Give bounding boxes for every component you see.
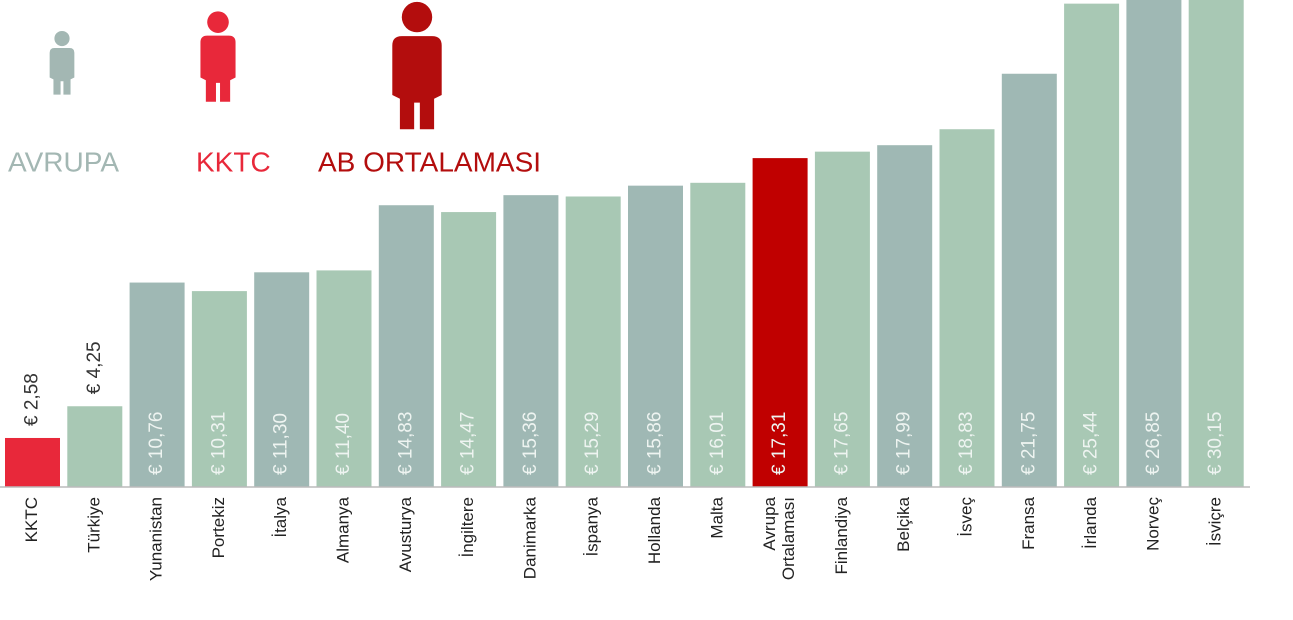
bar — [752, 158, 808, 488]
value-label: € 10,31 — [208, 412, 229, 475]
legend-icon — [49, 30, 75, 95]
legend-label: KKTC — [196, 146, 271, 177]
x-tick-label: Türkiye — [84, 497, 103, 553]
x-tick-label: Belçika — [894, 496, 913, 551]
icon-body — [200, 35, 236, 102]
value-label: € 14,83 — [395, 412, 416, 475]
value-label: € 26,85 — [1143, 412, 1164, 475]
x-tick-label: Fransa — [1019, 496, 1038, 549]
value-label: € 21,75 — [1018, 412, 1039, 475]
value-label: € 11,30 — [271, 413, 292, 475]
x-tick-label: Avusturya — [396, 496, 415, 572]
value-label: € 18,83 — [956, 412, 977, 475]
bar — [1126, 0, 1182, 487]
bar — [814, 151, 870, 487]
x-tick-label: Hollanda — [645, 496, 664, 564]
value-label: € 17,99 — [894, 412, 915, 475]
x-tick-label: Portekiz — [209, 497, 228, 558]
x-tick-label: Almanya — [333, 496, 352, 563]
value-label: € 17,31 — [769, 412, 790, 475]
icon-body — [392, 36, 442, 130]
legend-label: AB ORTALAMASI — [318, 146, 541, 177]
value-label: € 4,25 — [84, 341, 105, 394]
value-label: € 10,76 — [146, 412, 167, 475]
bar — [441, 212, 497, 487]
bar — [565, 196, 621, 488]
bar — [67, 406, 123, 487]
icon-head — [401, 1, 433, 33]
bar — [1188, 0, 1244, 487]
value-label: € 15,29 — [582, 412, 603, 475]
x-tick-label: İngiltere — [458, 497, 477, 557]
bar — [129, 282, 185, 487]
x-tick-label: Finlandiya — [832, 496, 851, 574]
x-tick-label: İrlanda — [1081, 496, 1100, 549]
legend-icon — [200, 11, 236, 102]
bar — [316, 270, 372, 487]
bar — [690, 182, 746, 487]
legend-icon — [392, 1, 442, 130]
bar — [378, 205, 434, 488]
icon-head — [54, 30, 70, 47]
x-tick-label: Danimarka — [520, 496, 539, 579]
x-tick-label: Norveç — [1143, 497, 1162, 551]
bar — [254, 272, 310, 487]
bar — [628, 185, 683, 487]
bar — [1064, 3, 1120, 487]
x-tick-label: KKTC — [22, 497, 41, 542]
bar — [5, 437, 60, 487]
bar — [1001, 73, 1057, 487]
value-label: € 2,58 — [22, 373, 43, 426]
legend-label: AVRUPA — [8, 146, 119, 177]
value-label: € 15,36 — [520, 412, 541, 475]
x-tick-label: İspanya — [583, 496, 602, 556]
x-tick-label: İsveç — [956, 497, 975, 537]
value-label: € 16,01 — [707, 412, 728, 475]
value-label: € 11,40 — [333, 413, 354, 475]
x-tick-label: Malta — [707, 496, 726, 538]
value-label: € 15,86 — [645, 412, 666, 475]
x-tick-label: AvrupaOrtalaması — [761, 496, 799, 580]
label-line: Avrupa — [761, 496, 780, 550]
x-tick-label: İtalya — [271, 496, 290, 537]
value-label: € 14,47 — [458, 412, 479, 475]
label-line: Ortalaması — [780, 497, 799, 580]
value-label: € 30,15 — [1205, 412, 1226, 475]
x-tick-label: Yunanistan — [147, 497, 166, 581]
bar — [191, 291, 247, 487]
bar — [877, 145, 933, 487]
value-label: € 17,65 — [831, 412, 852, 475]
icon-head — [207, 11, 229, 33]
bar — [503, 195, 559, 487]
bar — [939, 129, 995, 488]
icon-body — [49, 48, 75, 95]
value-label: € 25,44 — [1081, 411, 1102, 475]
x-tick-label: İsviçre — [1206, 497, 1225, 546]
